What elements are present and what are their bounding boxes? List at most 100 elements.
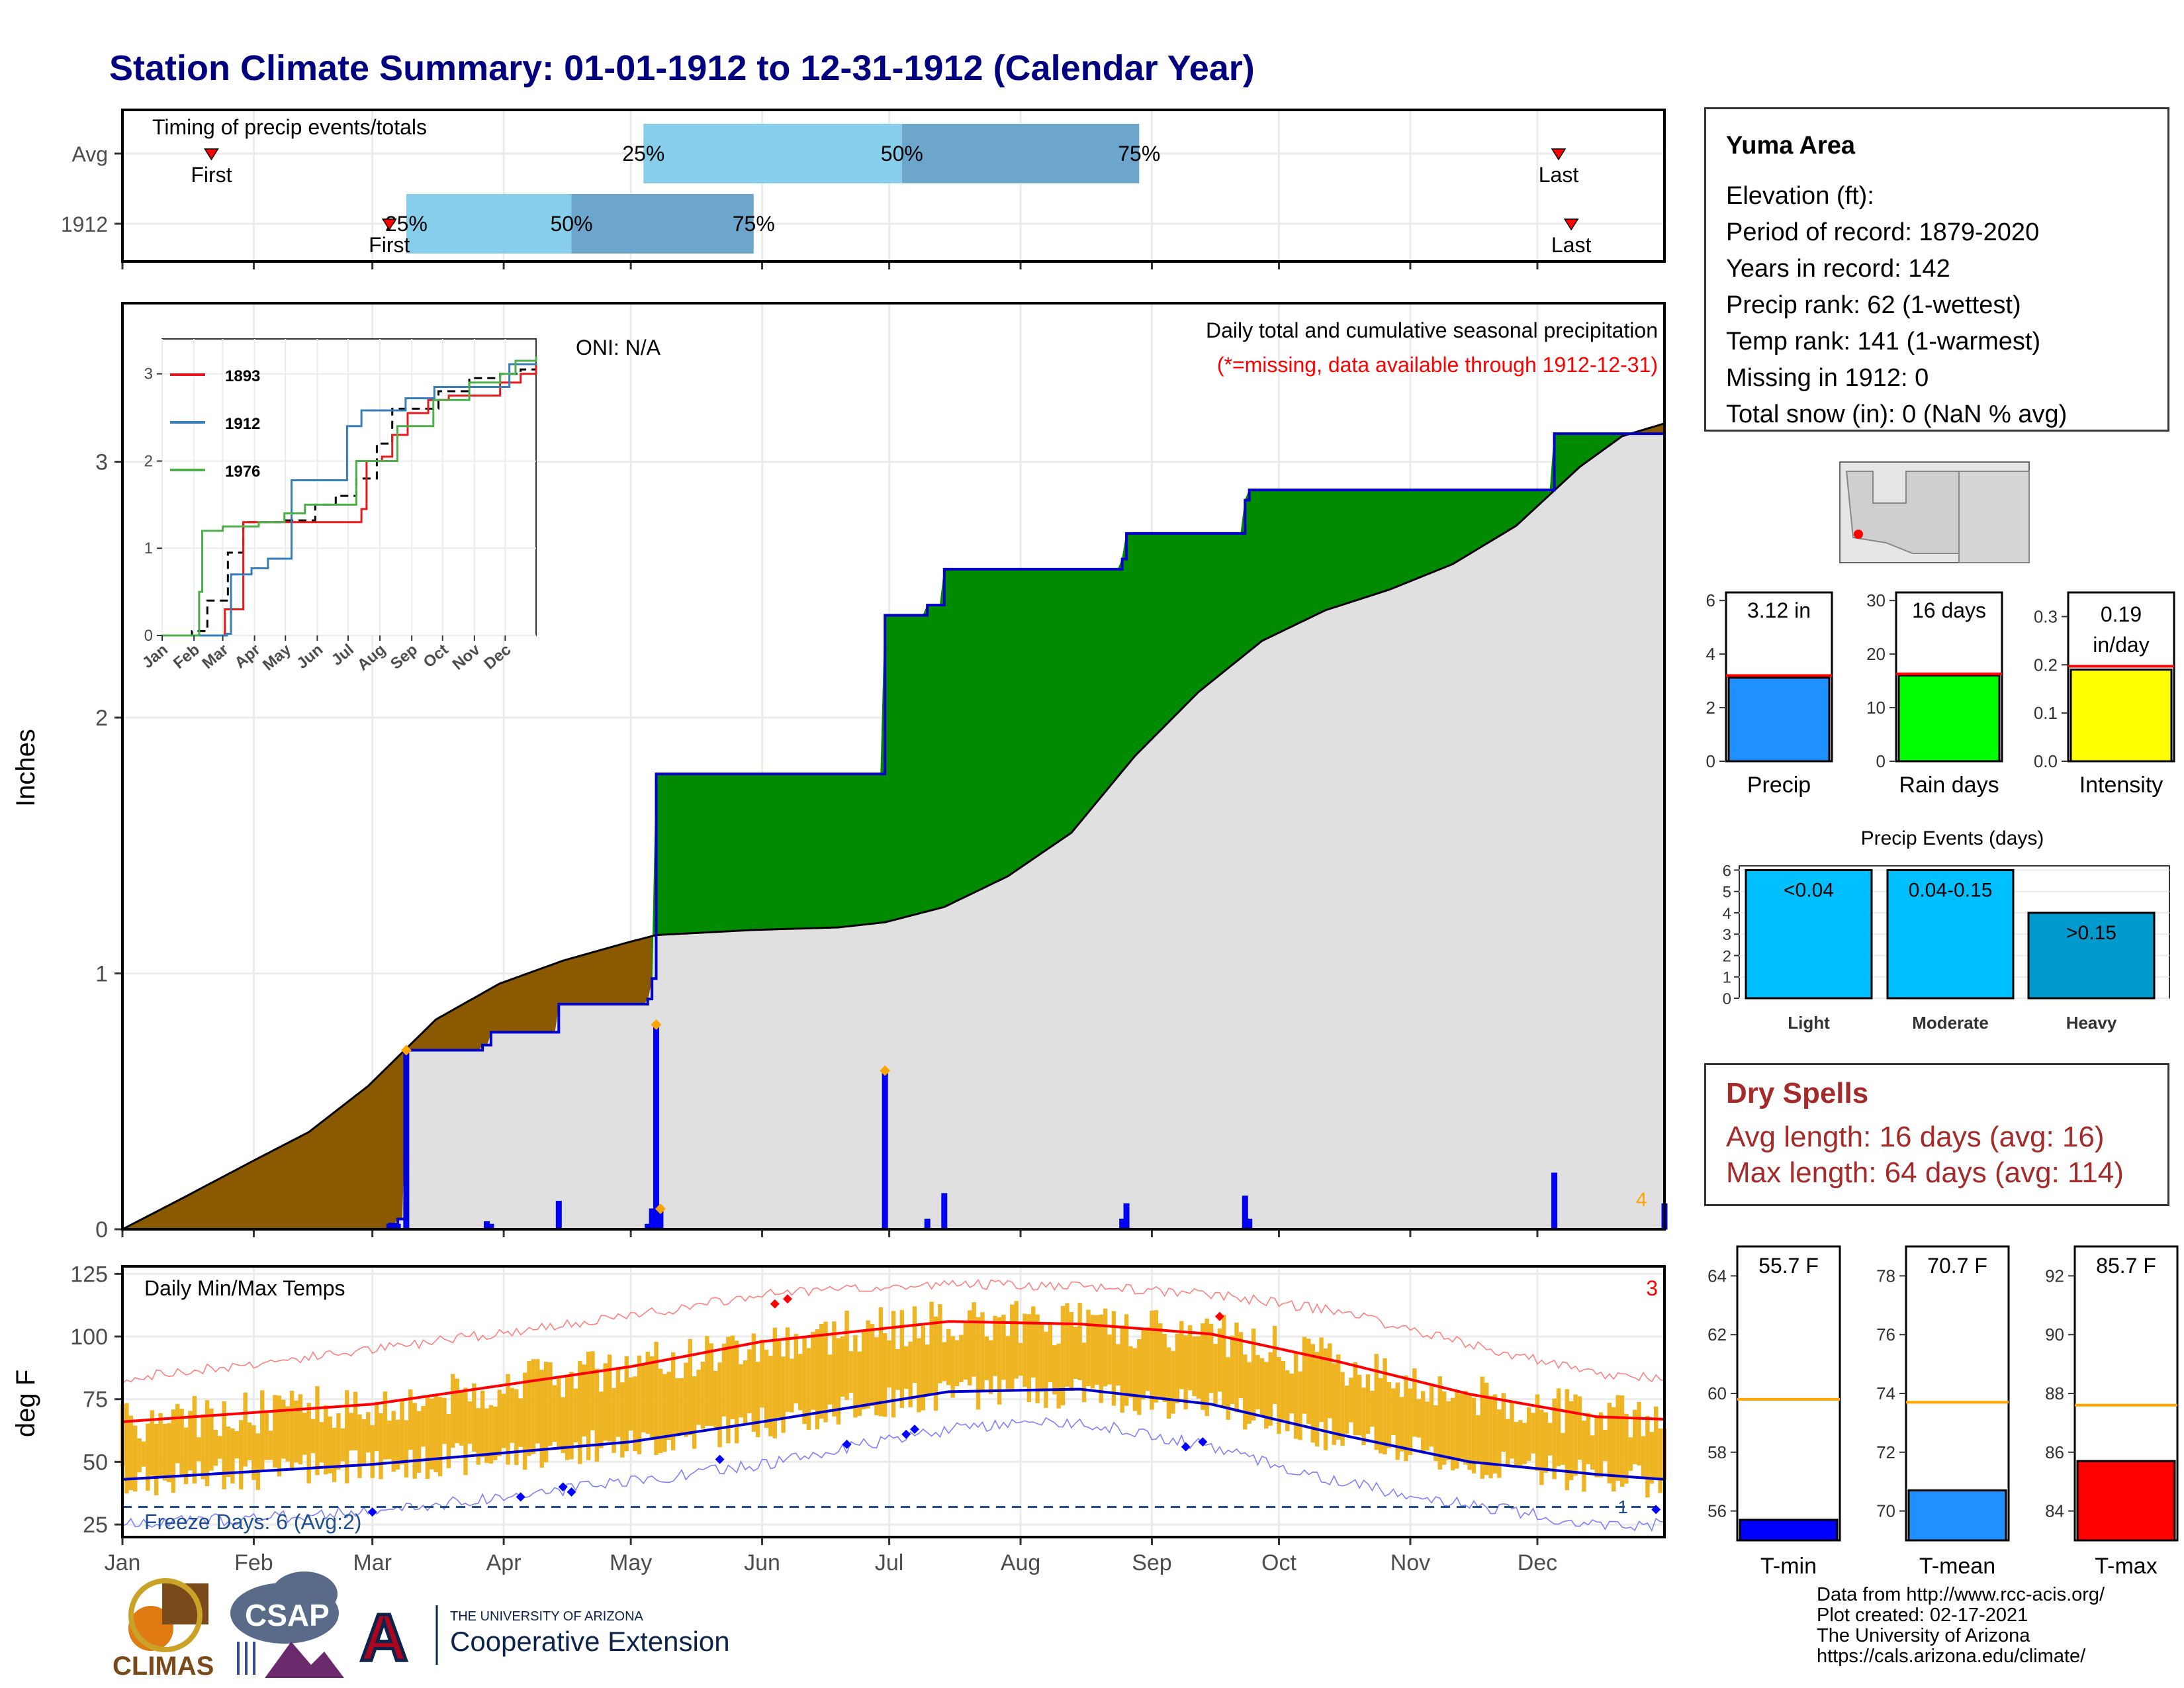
- difference-segment: [1151, 533, 1157, 740]
- difference-segment: [363, 1085, 369, 1230]
- daily-temp-bar: [497, 1389, 502, 1456]
- difference-segment: [690, 773, 695, 934]
- daily-temp-bar: [1607, 1403, 1612, 1483]
- daily-temp-bar: [557, 1376, 561, 1449]
- daily-temp-bar: [1137, 1339, 1142, 1415]
- daily-temp-bar: [133, 1425, 138, 1492]
- ua-small-text: THE UNIVERSITY OF ARIZONA: [450, 1609, 644, 1624]
- daily-precip-bar: [924, 1219, 931, 1230]
- daily-temp-bar: [1023, 1313, 1027, 1387]
- difference-segment: [351, 1095, 356, 1230]
- daily-temp-bar: [658, 1368, 663, 1454]
- daily-temp-bar: [1120, 1325, 1124, 1413]
- daily-temp-bar: [1192, 1336, 1197, 1397]
- difference-segment: [706, 773, 712, 933]
- difference-segment: [1329, 489, 1335, 610]
- page-title: Station Climate Summary: 01-01-1912 to 1…: [109, 48, 1255, 88]
- daily-temp-bar: [882, 1333, 887, 1417]
- tbar-frame: [1736, 1245, 1841, 1542]
- difference-segment: [1105, 569, 1110, 793]
- difference-segment: [621, 942, 627, 1005]
- difference-segment: [1435, 489, 1441, 572]
- daily-temp-bar: [209, 1408, 214, 1471]
- difference-segment: [304, 1131, 310, 1230]
- difference-segment: [388, 1060, 394, 1225]
- difference-segment: [494, 983, 500, 1033]
- freeze-days-label: Freeze Days: 6 (Avg:2): [144, 1510, 361, 1534]
- events-title: Precip Events (days): [1861, 827, 2044, 849]
- inset-average-line: [162, 360, 537, 637]
- difference-segment: [189, 1191, 195, 1230]
- difference-segment: [1028, 569, 1034, 863]
- daily-temp-bar: [1319, 1337, 1324, 1423]
- difference-segment: [308, 1128, 314, 1230]
- daily-temp-bar: [370, 1425, 375, 1478]
- tbar-ytick-label: 64: [1707, 1266, 1727, 1286]
- new-mexico-shape: [1958, 471, 2030, 563]
- difference-segment: [295, 1135, 301, 1230]
- daily-temp-bar: [162, 1423, 167, 1481]
- daily-temp-bar: [1446, 1401, 1451, 1460]
- inset-frame: [161, 338, 537, 636]
- difference-segment: [923, 604, 928, 913]
- timing-bar-50-75: [901, 124, 1140, 183]
- daily-temp-bar: [1310, 1344, 1315, 1443]
- missing-note: (*=missing, data available through 1912-…: [1217, 353, 1658, 377]
- tbar-bar: [2076, 1460, 2176, 1542]
- daily-temp-bar: [1014, 1301, 1019, 1379]
- daily-temp-bar: [802, 1335, 807, 1425]
- difference-segment: [1109, 569, 1115, 788]
- daily-temp-bar: [518, 1398, 523, 1447]
- record-low-marker: [558, 1482, 568, 1492]
- summary-bar-charts: 0 2 4 6 3.12 in Precip 0 10 20 30 16 days Rain days…: [1706, 590, 2175, 798]
- daily-temp-bar: [379, 1413, 383, 1479]
- difference-segment: [266, 1151, 271, 1230]
- first-label: First: [369, 233, 410, 257]
- summary-label: Intensity: [2079, 773, 2163, 798]
- tbar-ytick-label: 58: [1707, 1442, 1727, 1462]
- difference-segment: [1134, 533, 1140, 757]
- difference-segment: [1283, 489, 1288, 632]
- daily-temp-bar: [328, 1416, 332, 1474]
- daily-temp-bar: [709, 1343, 713, 1426]
- daily-temp-bar: [128, 1415, 134, 1491]
- difference-segment: [376, 1072, 381, 1230]
- precip-ytick-label: 2: [95, 706, 108, 731]
- events-bar: [2027, 912, 2156, 1000]
- daily-temp-bar: [1361, 1387, 1366, 1446]
- difference-segment: [1206, 533, 1212, 686]
- daily-temp-bar: [1065, 1303, 1069, 1387]
- daily-temp-bar: [268, 1430, 273, 1460]
- daily-temp-bar: [612, 1387, 616, 1453]
- station-name: Yuma Area: [1726, 132, 1856, 160]
- daily-temp-bar: [306, 1403, 311, 1483]
- daily-temp-bar: [472, 1383, 477, 1452]
- daily-temp-bar: [1328, 1343, 1332, 1419]
- difference-segment: [1431, 489, 1436, 573]
- station-temp-rank: Temp rank: 141 (1-warmest): [1726, 328, 2041, 355]
- difference-segment: [1422, 489, 1428, 577]
- daily-temp-bar: [1154, 1310, 1159, 1403]
- tbar-ytick-label: 78: [1876, 1266, 1895, 1286]
- daily-temp-bar: [1056, 1343, 1061, 1409]
- timing-bar-25-50: [643, 124, 902, 183]
- daily-temp-bar: [874, 1337, 879, 1416]
- precip-events-chart: Precip Events (days) 0 1 2 3 4 5 6 <0.04 Light 0.0…: [1723, 827, 2170, 1033]
- daily-temp-bar: [260, 1390, 265, 1472]
- daily-temp-bar: [197, 1437, 201, 1462]
- difference-segment: [168, 1202, 174, 1230]
- daily-temp-bar: [1459, 1393, 1463, 1461]
- daily-temp-bar: [218, 1436, 222, 1459]
- daily-temp-bar: [1052, 1345, 1057, 1395]
- daily-temp-bar: [459, 1390, 464, 1446]
- daily-temp-bar: [1268, 1352, 1273, 1426]
- difference-segment: [253, 1158, 259, 1230]
- daily-temp-bar: [844, 1310, 849, 1400]
- difference-segment: [1291, 489, 1297, 628]
- events-ytick-label: 4: [1723, 905, 1731, 923]
- daily-temp-bar: [433, 1393, 438, 1473]
- timing-frame: [121, 109, 1666, 263]
- record-low-marker: [842, 1439, 852, 1449]
- freeze-right-count: 1: [1617, 1497, 1628, 1517]
- daily-temp-bar: [615, 1367, 621, 1437]
